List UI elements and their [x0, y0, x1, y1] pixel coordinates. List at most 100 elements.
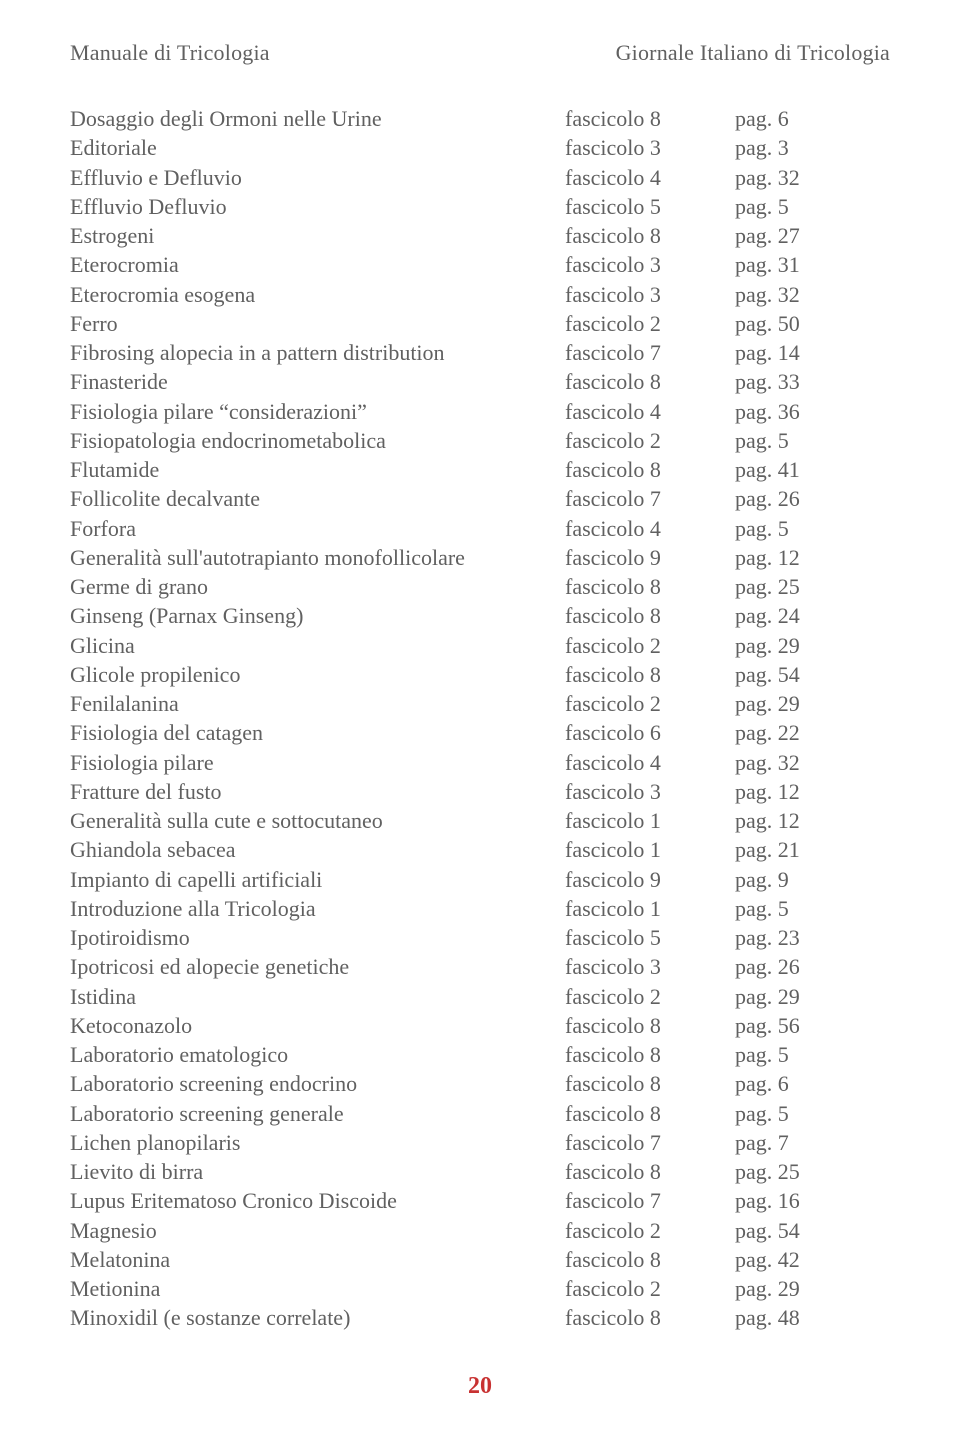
index-row: Ketoconazolofascicolo 8pag. 56 [70, 1011, 890, 1040]
index-fascicolo: fascicolo 4 [565, 514, 735, 543]
index-topic: Glicole propilenico [70, 660, 565, 689]
index-fascicolo: fascicolo 7 [565, 484, 735, 513]
index-row: Generalità sull'autotrapianto monofollic… [70, 543, 890, 572]
index-row: Ipotiroidismofascicolo 5pag. 23 [70, 923, 890, 952]
index-page: pag. 7 [735, 1128, 890, 1157]
index-fascicolo: fascicolo 8 [565, 367, 735, 396]
index-row: Germe di granofascicolo 8pag. 25 [70, 572, 890, 601]
index-fascicolo: fascicolo 8 [565, 1157, 735, 1186]
index-fascicolo: fascicolo 3 [565, 280, 735, 309]
index-page: pag. 12 [735, 777, 890, 806]
index-topic: Istidina [70, 982, 565, 1011]
index-topic: Fisiologia del catagen [70, 718, 565, 747]
index-row: Lievito di birrafascicolo 8pag. 25 [70, 1157, 890, 1186]
index-page: pag. 29 [735, 689, 890, 718]
index-page: pag. 16 [735, 1186, 890, 1215]
index-fascicolo: fascicolo 7 [565, 1128, 735, 1157]
index-page: pag. 27 [735, 221, 890, 250]
index-row: Istidinafascicolo 2pag. 29 [70, 982, 890, 1011]
index-page: pag. 23 [735, 923, 890, 952]
index-page: pag. 24 [735, 601, 890, 630]
index-page: pag. 29 [735, 631, 890, 660]
index-fascicolo: fascicolo 8 [565, 1099, 735, 1128]
index-topic: Generalità sulla cute e sottocutaneo [70, 806, 565, 835]
index-row: Impianto di capelli artificialifascicolo… [70, 865, 890, 894]
index-topic: Estrogeni [70, 221, 565, 250]
index-fascicolo: fascicolo 8 [565, 104, 735, 133]
index-fascicolo: fascicolo 1 [565, 894, 735, 923]
index-fascicolo: fascicolo 2 [565, 1216, 735, 1245]
index-row: Magnesiofascicolo 2pag. 54 [70, 1216, 890, 1245]
index-page: pag. 29 [735, 982, 890, 1011]
index-row: Effluvio Defluviofascicolo 5pag. 5 [70, 192, 890, 221]
index-row: Glicinafascicolo 2pag. 29 [70, 631, 890, 660]
index-row: Eterocromia esogenafascicolo 3pag. 32 [70, 280, 890, 309]
index-page: pag. 32 [735, 163, 890, 192]
index-page: pag. 21 [735, 835, 890, 864]
header-right: Giornale Italiano di Tricologia [616, 40, 890, 66]
index-page: pag. 26 [735, 484, 890, 513]
index-row: Laboratorio ematologicofascicolo 8pag. 5 [70, 1040, 890, 1069]
index-topic: Glicina [70, 631, 565, 660]
index-row: Minoxidil (e sostanze correlate)fascicol… [70, 1303, 890, 1332]
index-fascicolo: fascicolo 8 [565, 572, 735, 601]
index-fascicolo: fascicolo 4 [565, 748, 735, 777]
index-fascicolo: fascicolo 2 [565, 1274, 735, 1303]
index-page: pag. 5 [735, 894, 890, 923]
index-row: Fratture del fustofascicolo 3pag. 12 [70, 777, 890, 806]
index-row: Flutamidefascicolo 8pag. 41 [70, 455, 890, 484]
index-fascicolo: fascicolo 3 [565, 777, 735, 806]
index-topic: Editoriale [70, 133, 565, 162]
index-row: Dosaggio degli Ormoni nelle Urinefascico… [70, 104, 890, 133]
index-row: Eterocromiafascicolo 3pag. 31 [70, 250, 890, 279]
index-topic: Ipotiroidismo [70, 923, 565, 952]
index-topic: Flutamide [70, 455, 565, 484]
index-topic: Ginseng (Parnax Ginseng) [70, 601, 565, 630]
index-page: pag. 33 [735, 367, 890, 396]
index-fascicolo: fascicolo 9 [565, 865, 735, 894]
index-fascicolo: fascicolo 7 [565, 338, 735, 367]
index-fascicolo: fascicolo 8 [565, 1303, 735, 1332]
index-topic: Dosaggio degli Ormoni nelle Urine [70, 104, 565, 133]
index-page: pag. 5 [735, 1099, 890, 1128]
index-page: pag. 41 [735, 455, 890, 484]
index-fascicolo: fascicolo 2 [565, 309, 735, 338]
index-row: Fisiologia del catagenfascicolo 6pag. 22 [70, 718, 890, 747]
index-topic: Effluvio e Defluvio [70, 163, 565, 192]
index-row: Introduzione alla Tricologiafascicolo 1p… [70, 894, 890, 923]
index-fascicolo: fascicolo 8 [565, 221, 735, 250]
index-page: pag. 26 [735, 952, 890, 981]
index-fascicolo: fascicolo 8 [565, 1040, 735, 1069]
index-page: pag. 50 [735, 309, 890, 338]
index-topic: Fibrosing alopecia in a pattern distribu… [70, 338, 565, 367]
index-topic: Eterocromia [70, 250, 565, 279]
index-fascicolo: fascicolo 5 [565, 923, 735, 952]
index-row: Forforafascicolo 4pag. 5 [70, 514, 890, 543]
index-topic: Fisiologia pilare “considerazioni” [70, 397, 565, 426]
index-fascicolo: fascicolo 6 [565, 718, 735, 747]
index-page: pag. 3 [735, 133, 890, 162]
index-fascicolo: fascicolo 1 [565, 835, 735, 864]
index-fascicolo: fascicolo 2 [565, 982, 735, 1011]
index-topic: Fratture del fusto [70, 777, 565, 806]
index-fascicolo: fascicolo 3 [565, 952, 735, 981]
index-page: pag. 32 [735, 748, 890, 777]
document-page: Manuale di Tricologia Giornale Italiano … [0, 0, 960, 1450]
index-topic: Generalità sull'autotrapianto monofollic… [70, 543, 565, 572]
index-fascicolo: fascicolo 5 [565, 192, 735, 221]
index-topic: Germe di grano [70, 572, 565, 601]
index-fascicolo: fascicolo 8 [565, 455, 735, 484]
index-page: pag. 14 [735, 338, 890, 367]
index-topic: Laboratorio ematologico [70, 1040, 565, 1069]
index-page: pag. 56 [735, 1011, 890, 1040]
index-row: Ginseng (Parnax Ginseng)fascicolo 8pag. … [70, 601, 890, 630]
index-topic: Lupus Eritematoso Cronico Discoide [70, 1186, 565, 1215]
index-topic: Fenilalanina [70, 689, 565, 718]
index-table: Dosaggio degli Ormoni nelle Urinefascico… [70, 104, 890, 1333]
index-page: pag. 5 [735, 514, 890, 543]
index-row: Fibrosing alopecia in a pattern distribu… [70, 338, 890, 367]
index-page: pag. 25 [735, 572, 890, 601]
index-row: Ghiandola sebaceafascicolo 1pag. 21 [70, 835, 890, 864]
index-fascicolo: fascicolo 7 [565, 1186, 735, 1215]
index-page: pag. 6 [735, 1069, 890, 1098]
